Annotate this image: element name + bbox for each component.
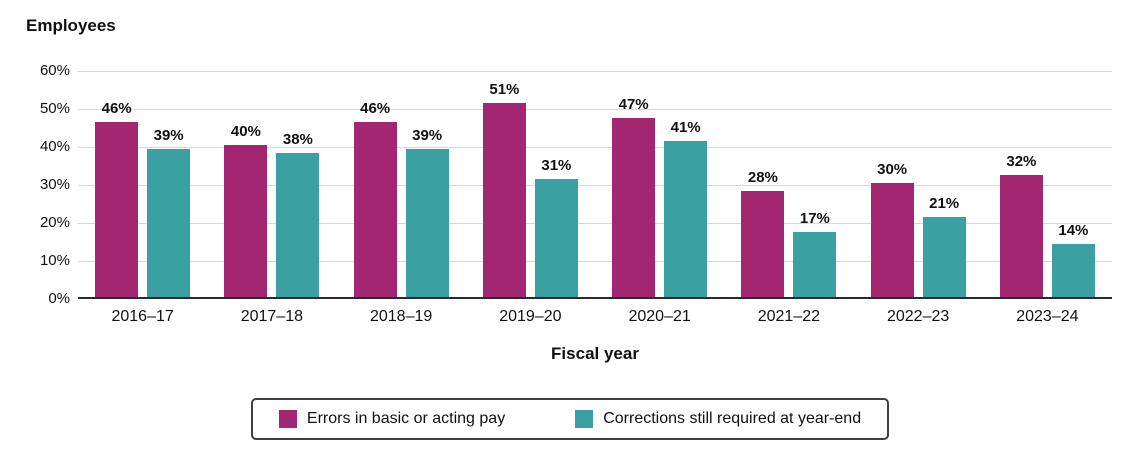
bar-value-label: 39% — [153, 126, 184, 144]
bar-column: 17% — [793, 71, 837, 297]
x-tick-label: 2019–20 — [499, 308, 562, 325]
bar-group: 30% 21% — [870, 71, 966, 297]
bar-value-label: 38% — [282, 130, 313, 148]
bar-column: 40% — [224, 71, 268, 297]
bar-group: 32% 14% — [999, 71, 1095, 297]
legend: Errors in basic or acting pay Corrections… — [250, 398, 890, 440]
legend-swatch-icon — [278, 410, 297, 428]
bar-value-label: 47% — [618, 96, 649, 114]
bar-value-label: 40% — [230, 123, 261, 140]
bar-value-label: 21% — [929, 195, 960, 213]
plot-area: 46% 39% 40% 38% 46% 39% 51% 31% 47% 41% 28% 17% 30% 2… — [78, 71, 1112, 299]
bar-value-label: 14% — [1058, 221, 1089, 239]
bar-column: 14% — [1051, 71, 1095, 297]
bar-group: 46% 39% — [353, 71, 449, 297]
legend-label: Corrections still required at year-end — [603, 410, 862, 427]
bar-errors — [999, 175, 1043, 297]
bar-groups: 46% 39% 40% 38% 46% 39% 51% 31% 47% 41% 28% 17% 30% 2… — [78, 71, 1112, 297]
bar-column: 47% — [612, 71, 656, 297]
gridline — [78, 147, 1112, 148]
bar-corrections — [276, 152, 320, 297]
bar-column: 30% — [870, 71, 914, 297]
bar-group: 51% 31% — [482, 71, 578, 297]
bar-corrections — [534, 179, 578, 297]
x-tick-label: 2018–19 — [369, 308, 433, 325]
x-tick-label: 2017–18 — [240, 308, 304, 325]
bar-corrections — [147, 148, 191, 297]
x-tick-label: 2020–21 — [628, 308, 691, 325]
bar-value-label: 41% — [670, 119, 701, 137]
bar-corrections — [1051, 243, 1095, 297]
bar-value-label: 46% — [360, 100, 391, 118]
bar-column: 32% — [999, 71, 1043, 297]
bar-column: 46% — [95, 71, 139, 297]
bar-column: 38% — [276, 71, 320, 297]
bar-value-label: 51% — [489, 81, 520, 99]
gridline — [78, 223, 1112, 224]
x-tick-label: 2021–22 — [757, 308, 821, 325]
bar-column: 51% — [482, 71, 526, 297]
y-axis-title: Employees — [26, 16, 116, 35]
bar-value-label: 28% — [747, 168, 778, 186]
y-tick-label: 40% — [39, 138, 70, 155]
gridline — [78, 109, 1112, 110]
bar-value-label: 39% — [412, 126, 443, 144]
x-tick-label: 2023–24 — [1016, 308, 1079, 325]
y-tick-label: 50% — [39, 100, 70, 117]
legend-label: Errors in basic or acting pay — [306, 410, 506, 427]
bar-value-label: 30% — [877, 161, 908, 178]
x-tick-label: 2022–23 — [886, 308, 950, 325]
bar-errors — [870, 183, 914, 297]
y-tick-label: 60% — [39, 62, 70, 79]
bar-column: 39% — [147, 71, 191, 297]
y-tick-label: 30% — [39, 176, 70, 193]
bar-errors — [482, 103, 526, 297]
bar-column: 39% — [405, 71, 449, 297]
x-axis-tick-labels: 2016–17 2017–18 2018–19 2019–20 2020–21 2021–… — [78, 308, 1112, 326]
gridline — [78, 71, 1112, 72]
y-tick-label: 10% — [39, 252, 70, 269]
bar-value-label: 32% — [1006, 153, 1037, 171]
gridline — [78, 261, 1112, 262]
x-tick-label: 2016–17 — [111, 308, 174, 325]
bar-errors — [95, 122, 139, 297]
bar-group: 46% 39% — [95, 71, 191, 297]
y-tick-label: 0% — [48, 290, 70, 307]
bar-column: 41% — [664, 71, 708, 297]
legend-item: Corrections still required at year-end — [575, 410, 861, 428]
y-axis-tick-labels: 0% 10% 20% 30% 40% 50% 60% — [14, 63, 70, 307]
bar-column: 46% — [353, 71, 397, 297]
bar-corrections — [405, 148, 449, 297]
bar-errors — [612, 118, 656, 297]
bar-group: 28% 17% — [741, 71, 837, 297]
legend-row: Errors in basic or acting pay Corrections… — [0, 398, 1140, 440]
legend-swatch-icon — [575, 410, 594, 428]
bar-corrections — [664, 141, 708, 297]
bar-value-label: 17% — [799, 210, 830, 228]
bar-errors — [741, 190, 785, 297]
y-tick-label: 20% — [39, 214, 70, 231]
bar-column: 21% — [922, 71, 966, 297]
bar-errors — [224, 145, 268, 297]
bar-column: 28% — [741, 71, 785, 297]
bar-value-label: 46% — [101, 100, 132, 118]
bar-group: 47% 41% — [612, 71, 708, 297]
bar-column: 31% — [534, 71, 578, 297]
gridline — [78, 185, 1112, 186]
bar-group: 40% 38% — [224, 71, 320, 297]
bar-corrections — [793, 232, 837, 297]
x-axis-title: Fiscal year — [551, 344, 639, 363]
bar-errors — [353, 122, 397, 297]
bar-value-label: 31% — [541, 157, 572, 175]
legend-item: Errors in basic or acting pay — [278, 410, 506, 428]
bar-corrections — [922, 217, 966, 297]
